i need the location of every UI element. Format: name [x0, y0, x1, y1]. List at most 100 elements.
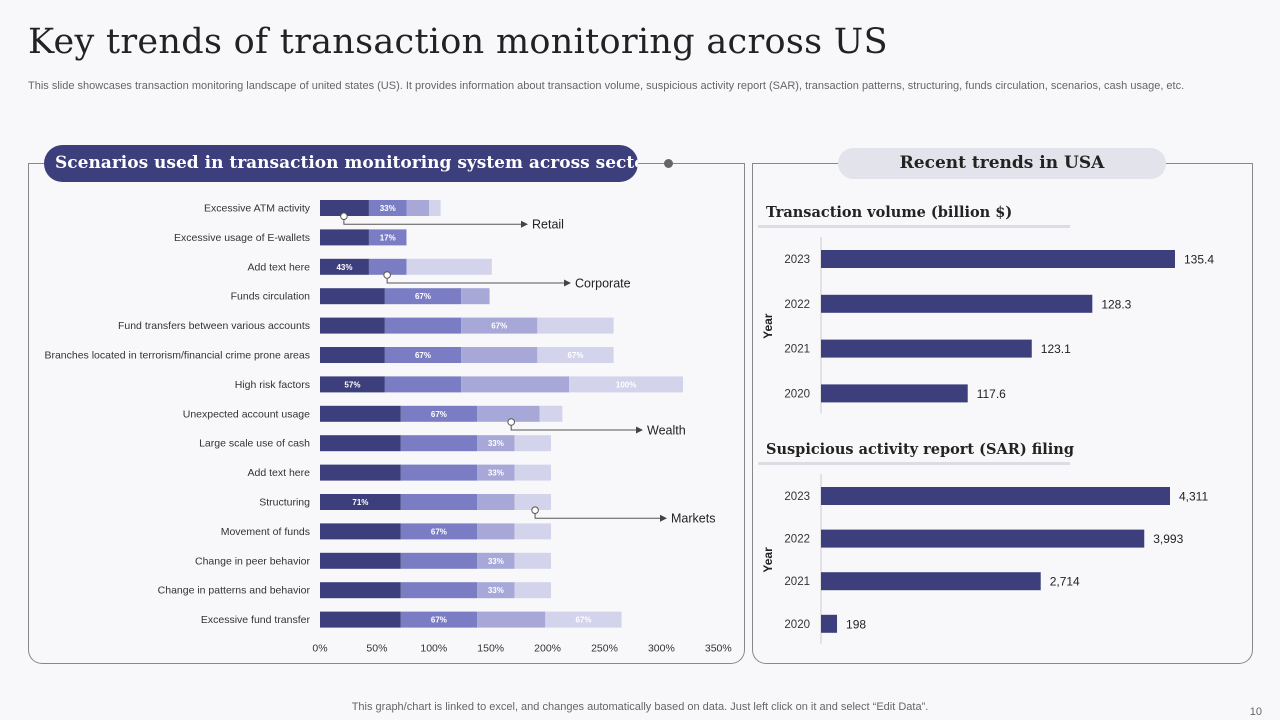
bar-segment-corporate [400, 552, 478, 569]
segment-label: 43% [336, 263, 352, 272]
bar-segment-markets [514, 523, 552, 540]
bar-segment-retail [320, 376, 385, 393]
category-label: Excessive usage of E-wallets [174, 232, 310, 244]
bar-segment-retail [320, 464, 401, 481]
bar-segment-markets [514, 582, 552, 599]
panel-top-border [752, 163, 838, 164]
segment-label: 67% [575, 616, 591, 625]
segment-label: 33% [488, 586, 504, 595]
value-label: 117.6 [977, 387, 1006, 401]
category-label: Branches located in terrorism/financial … [44, 350, 310, 362]
category-label: Movement of funds [221, 526, 310, 538]
y-axis-title: Year [761, 313, 775, 339]
bar-segment-wealth [477, 611, 546, 628]
bar-segment-retail [320, 552, 401, 569]
bar-segment-markets [514, 494, 552, 510]
callout-arrow [660, 514, 667, 522]
value-label: 198 [846, 617, 866, 631]
bar-segment-markets [406, 258, 492, 275]
bar-segment-markets [514, 464, 552, 481]
bar-segment-corporate [400, 582, 478, 599]
callout-dot [340, 212, 348, 220]
category-label: Unexpected account usage [183, 408, 310, 420]
callout-dot [383, 271, 391, 279]
sar-chart-title: Suspicious activity report (SAR) filing [766, 441, 1074, 458]
bar-segment-markets [514, 552, 552, 569]
category-label: Add text here [248, 261, 311, 273]
bar-segment-corporate [384, 317, 462, 334]
callout-line [510, 425, 637, 431]
volume-chart-title: Transaction volume (billion $) [766, 204, 1013, 221]
page-subtitle: This slide showcases transaction monitor… [28, 80, 1185, 92]
callout-label-corporate: Corporate [575, 277, 631, 291]
bar-segment-retail [320, 200, 369, 216]
bar-segment-retail [320, 494, 401, 510]
bar-segment-corporate [368, 229, 407, 246]
bar-segment-wealth [477, 582, 515, 599]
bar-segment-wealth [477, 405, 540, 422]
year-bar [821, 384, 968, 403]
scenarios-panel [28, 163, 745, 664]
bar-segment-corporate [400, 435, 478, 452]
bar-segment-wealth [477, 435, 515, 452]
category-label: Structuring [259, 497, 310, 509]
bar-segment-wealth [477, 464, 515, 481]
value-label: 2,714 [1050, 575, 1080, 589]
segment-label: 67% [415, 351, 431, 360]
page-title: Key trends of transaction monitoring acr… [28, 22, 888, 62]
year-bar [821, 339, 1032, 358]
bar-segment-retail [320, 317, 385, 334]
callout-label-markets: Markets [671, 512, 715, 526]
year-bar [821, 572, 1041, 591]
section-underline [758, 462, 1070, 465]
x-tick-label: 350% [705, 643, 732, 655]
segment-label: 67% [431, 410, 447, 419]
year-bar [821, 294, 1093, 313]
scenarios-heading: Scenarios used in transaction monitoring… [44, 145, 638, 182]
bar-segment-corporate [384, 288, 462, 305]
value-label: 4,311 [1179, 490, 1208, 504]
bar-segment-wealth [461, 288, 490, 305]
year-bar [821, 614, 838, 633]
bar-segment-wealth [461, 376, 570, 393]
segment-label: 67% [415, 292, 431, 301]
segment-label: 33% [488, 557, 504, 566]
bar-segment-markets [537, 347, 614, 363]
x-tick-label: 150% [477, 643, 504, 655]
x-tick-label: 200% [534, 643, 561, 655]
category-label: Change in peer behavior [195, 555, 311, 567]
category-label: Excessive fund transfer [201, 614, 311, 626]
bar-segment-markets [429, 200, 441, 216]
value-label: 128.3 [1101, 297, 1131, 311]
bar-segment-retail [320, 258, 369, 275]
bar-segment-corporate [400, 611, 478, 628]
bar-segment-retail [320, 229, 369, 246]
segment-label: 33% [488, 469, 504, 478]
callout-line [343, 219, 522, 225]
category-label: Funds circulation [231, 291, 311, 303]
x-tick-label: 250% [591, 643, 618, 655]
bar-segment-corporate [400, 523, 478, 540]
year-bar [821, 487, 1170, 505]
callout-arrow [521, 220, 528, 228]
category-label: Excessive ATM activity [204, 203, 311, 215]
trends-panel [752, 163, 1253, 664]
callout-line [534, 513, 661, 519]
year-bar [821, 250, 1175, 268]
segment-label: 17% [380, 233, 396, 242]
segment-label: 33% [488, 439, 504, 448]
heading-connector [638, 163, 745, 164]
bar-segment-corporate [368, 200, 407, 216]
bar-segment-wealth [477, 523, 515, 540]
year-label: 2022 [784, 299, 810, 311]
segment-label: 67% [567, 351, 583, 360]
bar-segment-corporate [400, 405, 478, 422]
segment-label: 67% [431, 527, 447, 536]
bar-segment-corporate [384, 376, 462, 393]
bar-segment-wealth [477, 552, 515, 569]
year-bar [821, 529, 1145, 548]
callout-dot [507, 418, 515, 426]
category-label: Add text here [248, 467, 311, 479]
category-label: Fund transfers between various accounts [118, 320, 310, 332]
